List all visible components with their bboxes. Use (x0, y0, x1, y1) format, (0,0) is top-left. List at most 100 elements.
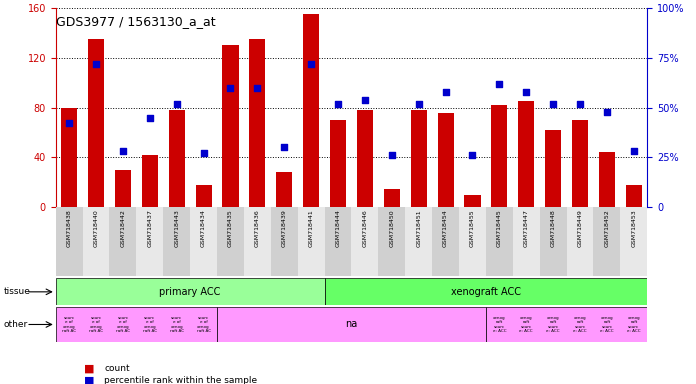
Bar (303, 14, 319, 207)
FancyBboxPatch shape (56, 278, 324, 305)
Bar (626, 185, 642, 207)
Text: GSM718446: GSM718446 (363, 209, 367, 247)
FancyBboxPatch shape (56, 307, 217, 342)
Bar (357, 110, 373, 207)
Point (63, 121, 74, 127)
Text: xenog
raft
sourc
e: ACC: xenog raft sourc e: ACC (546, 316, 560, 333)
FancyBboxPatch shape (244, 207, 271, 276)
Text: xenog
raft
sourc
e: ACC: xenog raft sourc e: ACC (600, 316, 614, 333)
Point (386, 152, 397, 159)
Text: sourc
e of
xenog
raft AC: sourc e of xenog raft AC (62, 316, 76, 333)
Bar (142, 155, 158, 207)
Text: sourc
e of
xenog
raft AC: sourc e of xenog raft AC (116, 316, 130, 333)
Point (628, 148, 640, 154)
FancyBboxPatch shape (109, 207, 136, 276)
FancyBboxPatch shape (271, 207, 298, 276)
Point (333, 101, 344, 107)
FancyBboxPatch shape (620, 207, 647, 276)
FancyBboxPatch shape (56, 207, 83, 276)
Text: sourc
e of
xenog
raft AC: sourc e of xenog raft AC (170, 316, 184, 333)
Point (521, 88, 532, 94)
Text: xenograft ACC: xenograft ACC (451, 287, 521, 297)
Point (118, 148, 129, 154)
Text: GSM718447: GSM718447 (524, 209, 529, 247)
Text: ■: ■ (84, 364, 94, 374)
Bar (88, 39, 104, 207)
Bar (276, 172, 292, 207)
FancyBboxPatch shape (459, 207, 486, 276)
Text: GSM718455: GSM718455 (470, 209, 475, 247)
Text: tissue: tissue (3, 287, 31, 296)
Point (467, 152, 478, 159)
FancyBboxPatch shape (217, 307, 486, 342)
Bar (491, 105, 507, 207)
Text: GSM718442: GSM718442 (120, 209, 125, 247)
Point (574, 101, 585, 107)
Text: GSM718445: GSM718445 (497, 209, 502, 247)
FancyBboxPatch shape (405, 207, 432, 276)
Bar (464, 195, 480, 207)
Point (359, 96, 370, 103)
FancyBboxPatch shape (486, 307, 647, 342)
Point (306, 61, 317, 67)
Text: sourc
e of
xenog
raft AC: sourc e of xenog raft AC (89, 316, 103, 333)
Bar (545, 130, 561, 207)
FancyBboxPatch shape (217, 207, 244, 276)
FancyBboxPatch shape (594, 207, 620, 276)
FancyBboxPatch shape (351, 207, 379, 276)
FancyBboxPatch shape (324, 207, 351, 276)
FancyBboxPatch shape (136, 207, 164, 276)
FancyBboxPatch shape (432, 207, 459, 276)
Text: GSM718441: GSM718441 (308, 209, 314, 247)
Point (198, 151, 209, 157)
FancyBboxPatch shape (379, 207, 405, 276)
FancyBboxPatch shape (539, 207, 567, 276)
FancyBboxPatch shape (324, 278, 647, 305)
Point (171, 101, 182, 107)
Bar (438, 113, 454, 207)
FancyBboxPatch shape (190, 207, 217, 276)
Text: sourc
e of
xenog
raft AC: sourc e of xenog raft AC (196, 316, 211, 333)
Point (278, 144, 290, 151)
Bar (599, 152, 615, 207)
FancyBboxPatch shape (486, 207, 513, 276)
Point (90, 61, 102, 67)
Text: xenog
raft
sourc
e: ACC: xenog raft sourc e: ACC (627, 316, 640, 333)
Text: GDS3977 / 1563130_a_at: GDS3977 / 1563130_a_at (56, 15, 215, 28)
Text: primary ACC: primary ACC (159, 287, 221, 297)
Text: GSM718444: GSM718444 (335, 209, 340, 247)
Text: GSM718436: GSM718436 (255, 209, 260, 247)
Bar (383, 189, 400, 207)
Text: xenog
raft
sourc
e: ACC: xenog raft sourc e: ACC (574, 316, 587, 333)
Text: GSM718453: GSM718453 (631, 209, 636, 247)
Bar (168, 110, 184, 207)
Text: count: count (104, 364, 130, 373)
Point (144, 114, 155, 121)
Text: GSM718438: GSM718438 (67, 209, 72, 247)
Text: xenog
raft
sourc
e: ACC: xenog raft sourc e: ACC (519, 316, 533, 333)
Bar (61, 108, 77, 207)
FancyBboxPatch shape (567, 207, 594, 276)
Text: GSM718440: GSM718440 (93, 209, 99, 247)
Point (494, 81, 505, 87)
Text: GSM718449: GSM718449 (578, 209, 583, 247)
Bar (330, 120, 346, 207)
Text: GSM718450: GSM718450 (389, 209, 395, 247)
Point (252, 84, 263, 91)
Bar (223, 45, 239, 207)
Point (225, 84, 236, 91)
Text: GSM718448: GSM718448 (551, 209, 555, 247)
Bar (411, 110, 427, 207)
Text: xenog
raft
sourc
e: ACC: xenog raft sourc e: ACC (493, 316, 506, 333)
Bar (249, 39, 265, 207)
Text: na: na (345, 319, 358, 329)
FancyBboxPatch shape (164, 207, 190, 276)
Text: GSM718454: GSM718454 (443, 209, 448, 247)
Text: percentile rank within the sample: percentile rank within the sample (104, 376, 258, 384)
Point (413, 101, 425, 107)
FancyBboxPatch shape (298, 207, 324, 276)
Point (601, 108, 612, 114)
Text: GSM718434: GSM718434 (201, 209, 206, 247)
FancyBboxPatch shape (83, 207, 109, 276)
Text: sourc
e of
xenog
raft AC: sourc e of xenog raft AC (143, 316, 157, 333)
